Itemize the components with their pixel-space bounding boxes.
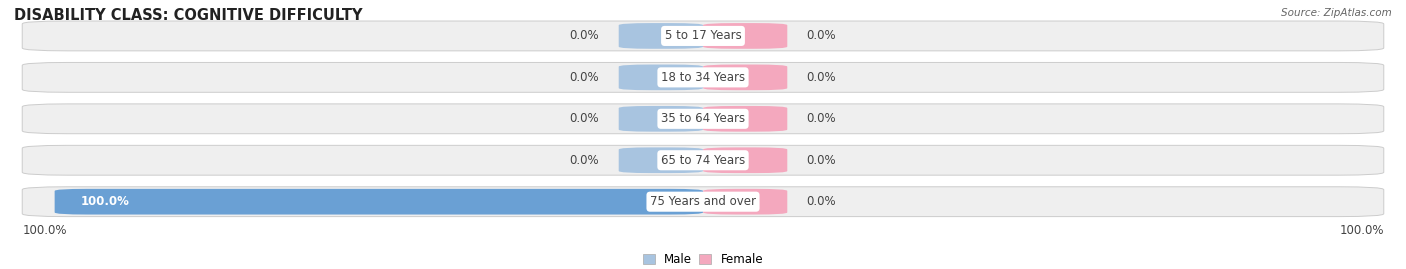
Text: Source: ZipAtlas.com: Source: ZipAtlas.com [1281, 8, 1392, 18]
Text: 100.0%: 100.0% [80, 195, 129, 208]
FancyBboxPatch shape [22, 145, 1384, 175]
Text: 5 to 17 Years: 5 to 17 Years [665, 29, 741, 43]
Legend: Male, Female: Male, Female [638, 248, 768, 269]
Text: 65 to 74 Years: 65 to 74 Years [661, 154, 745, 167]
Text: 0.0%: 0.0% [807, 195, 837, 208]
FancyBboxPatch shape [703, 147, 787, 173]
Text: 0.0%: 0.0% [807, 71, 837, 84]
FancyBboxPatch shape [619, 23, 703, 49]
Text: DISABILITY CLASS: COGNITIVE DIFFICULTY: DISABILITY CLASS: COGNITIVE DIFFICULTY [14, 8, 363, 23]
FancyBboxPatch shape [703, 106, 787, 132]
FancyBboxPatch shape [619, 147, 703, 173]
Text: 100.0%: 100.0% [22, 224, 66, 237]
FancyBboxPatch shape [22, 62, 1384, 92]
FancyBboxPatch shape [619, 65, 703, 90]
Text: 0.0%: 0.0% [807, 154, 837, 167]
FancyBboxPatch shape [22, 21, 1384, 51]
Text: 0.0%: 0.0% [569, 154, 599, 167]
FancyBboxPatch shape [703, 189, 787, 215]
Text: 35 to 64 Years: 35 to 64 Years [661, 112, 745, 125]
Text: 0.0%: 0.0% [807, 112, 837, 125]
Text: 0.0%: 0.0% [569, 29, 599, 43]
FancyBboxPatch shape [22, 104, 1384, 134]
Text: 0.0%: 0.0% [807, 29, 837, 43]
Text: 0.0%: 0.0% [569, 112, 599, 125]
FancyBboxPatch shape [55, 189, 703, 215]
Text: 75 Years and over: 75 Years and over [650, 195, 756, 208]
FancyBboxPatch shape [619, 106, 703, 132]
Text: 100.0%: 100.0% [1340, 224, 1384, 237]
Text: 18 to 34 Years: 18 to 34 Years [661, 71, 745, 84]
FancyBboxPatch shape [703, 65, 787, 90]
Text: 0.0%: 0.0% [569, 71, 599, 84]
FancyBboxPatch shape [22, 187, 1384, 217]
FancyBboxPatch shape [703, 23, 787, 49]
